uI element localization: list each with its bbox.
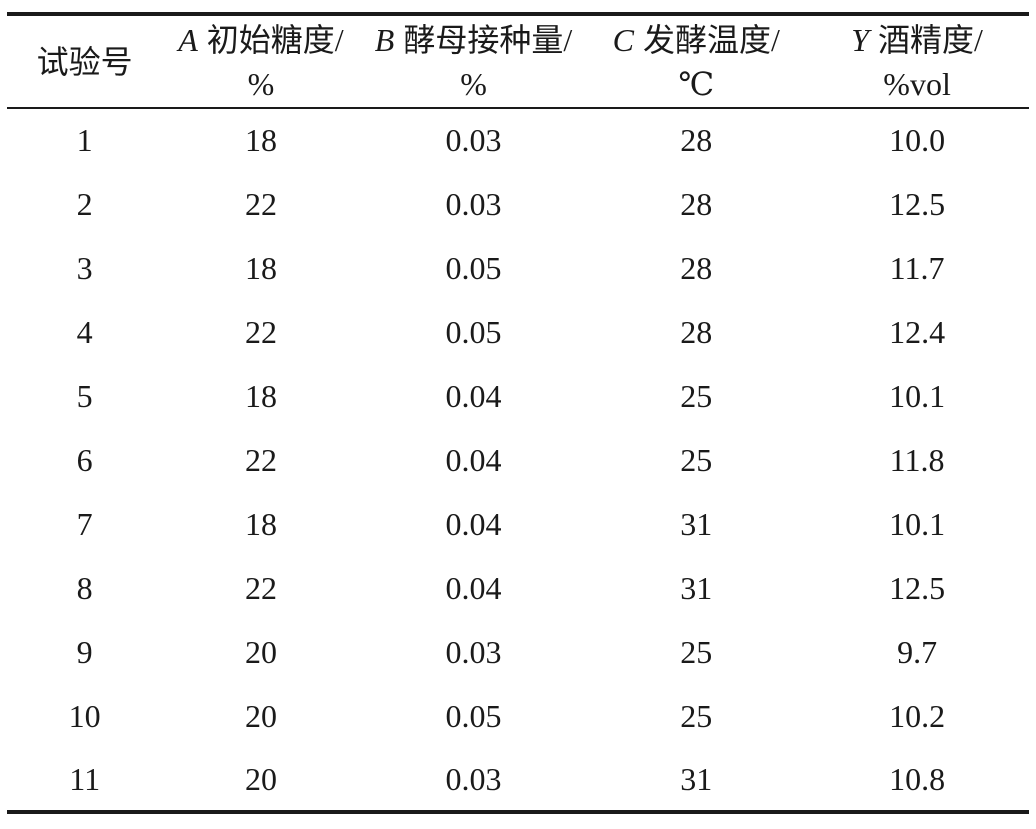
table-cell: 22 xyxy=(244,185,277,222)
table-row: 3 18 0.05 28 11.7 xyxy=(7,236,1029,300)
variable-letter: B xyxy=(374,21,395,58)
table-row: 10 20 0.05 25 10.2 xyxy=(7,684,1029,748)
table-cell: 0.03 xyxy=(445,760,502,797)
table-cell: 2 xyxy=(76,185,93,222)
table-cell: 25 xyxy=(680,697,713,734)
column-header-fermentation-temp: C 发酵温度/ ℃ xyxy=(587,14,806,109)
table-cell: 10.0 xyxy=(889,122,946,158)
table-row: 6 22 0.04 25 11.8 xyxy=(7,428,1029,492)
table-cell: 31 xyxy=(680,760,713,797)
column-title: 酵母接种量/ xyxy=(403,21,573,58)
column-header-yeast-inoculation: B 酵母接种量/ % xyxy=(359,14,588,109)
table-cell: 28 xyxy=(680,249,713,286)
table-cell: 25 xyxy=(680,377,713,414)
table-cell: 20 xyxy=(244,760,277,797)
experiment-results-table: 试验号 A 初始糖度/ % B 酵母接种量/ % C 发酵温度/ ℃ Y 酒精度/ xyxy=(7,12,1029,814)
table-cell: 20 xyxy=(244,633,277,670)
column-title: 初始糖度/ xyxy=(206,21,344,58)
table-row: 1 18 0.03 28 10.0 xyxy=(7,108,1029,172)
table-cell: 8 xyxy=(76,569,93,606)
table-cell: 9 xyxy=(76,633,93,670)
table-cell: 6 xyxy=(76,441,93,478)
table-header: 试验号 A 初始糖度/ % B 酵母接种量/ % C 发酵温度/ ℃ Y 酒精度/ xyxy=(7,14,1029,109)
table-cell: 3 xyxy=(76,249,93,286)
table-body: 1 18 0.03 28 10.0 2 22 0.03 28 12.5 3 18… xyxy=(7,108,1029,812)
table-cell: 5 xyxy=(76,377,93,414)
table-cell: 12.5 xyxy=(889,185,946,222)
table-cell: 28 xyxy=(680,313,713,350)
table-row: 4 22 0.05 28 12.4 xyxy=(7,300,1029,364)
header-row: 试验号 A 初始糖度/ % B 酵母接种量/ % C 发酵温度/ ℃ Y 酒精度/ xyxy=(7,14,1029,109)
table-cell: 18 xyxy=(244,122,277,158)
table-cell: 28 xyxy=(680,185,713,222)
table-cell: 25 xyxy=(680,441,713,478)
column-unit: ℃ xyxy=(678,65,715,102)
table-row: 9 20 0.03 25 9.7 xyxy=(7,620,1029,684)
table-cell: 11 xyxy=(69,760,101,797)
table-cell: 10.2 xyxy=(889,697,946,734)
variable-letter: C xyxy=(612,21,635,58)
table-cell: 12.5 xyxy=(889,569,946,606)
table-cell: 22 xyxy=(244,569,277,606)
table-cell: 9.7 xyxy=(897,633,938,670)
column-header-trial-number: 试验号 xyxy=(7,14,163,109)
table-row: 5 18 0.04 25 10.1 xyxy=(7,364,1029,428)
table-cell: 20 xyxy=(244,697,277,734)
table-cell: 11.7 xyxy=(889,249,945,286)
table-cell: 4 xyxy=(76,313,93,350)
table-cell: 0.04 xyxy=(445,505,502,542)
table-row: 2 22 0.03 28 12.5 xyxy=(7,172,1029,236)
column-unit: % xyxy=(247,65,275,102)
table-cell: 31 xyxy=(680,505,713,542)
table-cell: 0.03 xyxy=(445,633,502,670)
table-cell: 0.04 xyxy=(445,441,502,478)
column-header-initial-sugar: A 初始糖度/ % xyxy=(162,14,360,109)
table-cell: 22 xyxy=(244,441,277,478)
table-row: 7 18 0.04 31 10.1 xyxy=(7,492,1029,556)
table-cell: 1 xyxy=(76,122,93,158)
column-header-alcohol-content: Y 酒精度/ %vol xyxy=(805,14,1029,109)
table-cell: 31 xyxy=(680,569,713,606)
table-cell: 18 xyxy=(244,249,277,286)
table-cell: 12.4 xyxy=(889,313,946,350)
table-cell: 28 xyxy=(680,122,713,158)
variable-letter: Y xyxy=(851,21,870,58)
table-row: 8 22 0.04 31 12.5 xyxy=(7,556,1029,620)
column-unit: % xyxy=(460,65,487,102)
column-unit: %vol xyxy=(883,65,951,102)
table-cell: 10.1 xyxy=(889,377,946,414)
table-cell: 0.05 xyxy=(445,697,502,734)
table-cell: 10.8 xyxy=(889,760,946,797)
table-cell: 0.04 xyxy=(445,569,502,606)
table-cell: 22 xyxy=(244,313,277,350)
table-cell: 11.8 xyxy=(889,441,945,478)
table-cell: 0.05 xyxy=(445,249,502,286)
column-title: 发酵温度/ xyxy=(643,21,780,58)
table-cell: 0.03 xyxy=(445,185,502,222)
table-cell: 10.1 xyxy=(889,505,946,542)
column-title: 试验号 xyxy=(36,43,133,80)
table-cell: 0.03 xyxy=(445,122,502,158)
variable-letter: A xyxy=(178,21,198,58)
table-cell: 0.04 xyxy=(445,377,502,414)
table-cell: 10 xyxy=(68,697,101,734)
table-cell: 7 xyxy=(76,505,93,542)
table-cell: 25 xyxy=(680,633,713,670)
column-title: 酒精度/ xyxy=(878,21,983,58)
table-row: 11 20 0.03 31 10.8 xyxy=(7,748,1029,812)
table-cell: 18 xyxy=(244,377,277,414)
table-cell: 18 xyxy=(244,505,277,542)
table-cell: 0.05 xyxy=(445,313,502,350)
